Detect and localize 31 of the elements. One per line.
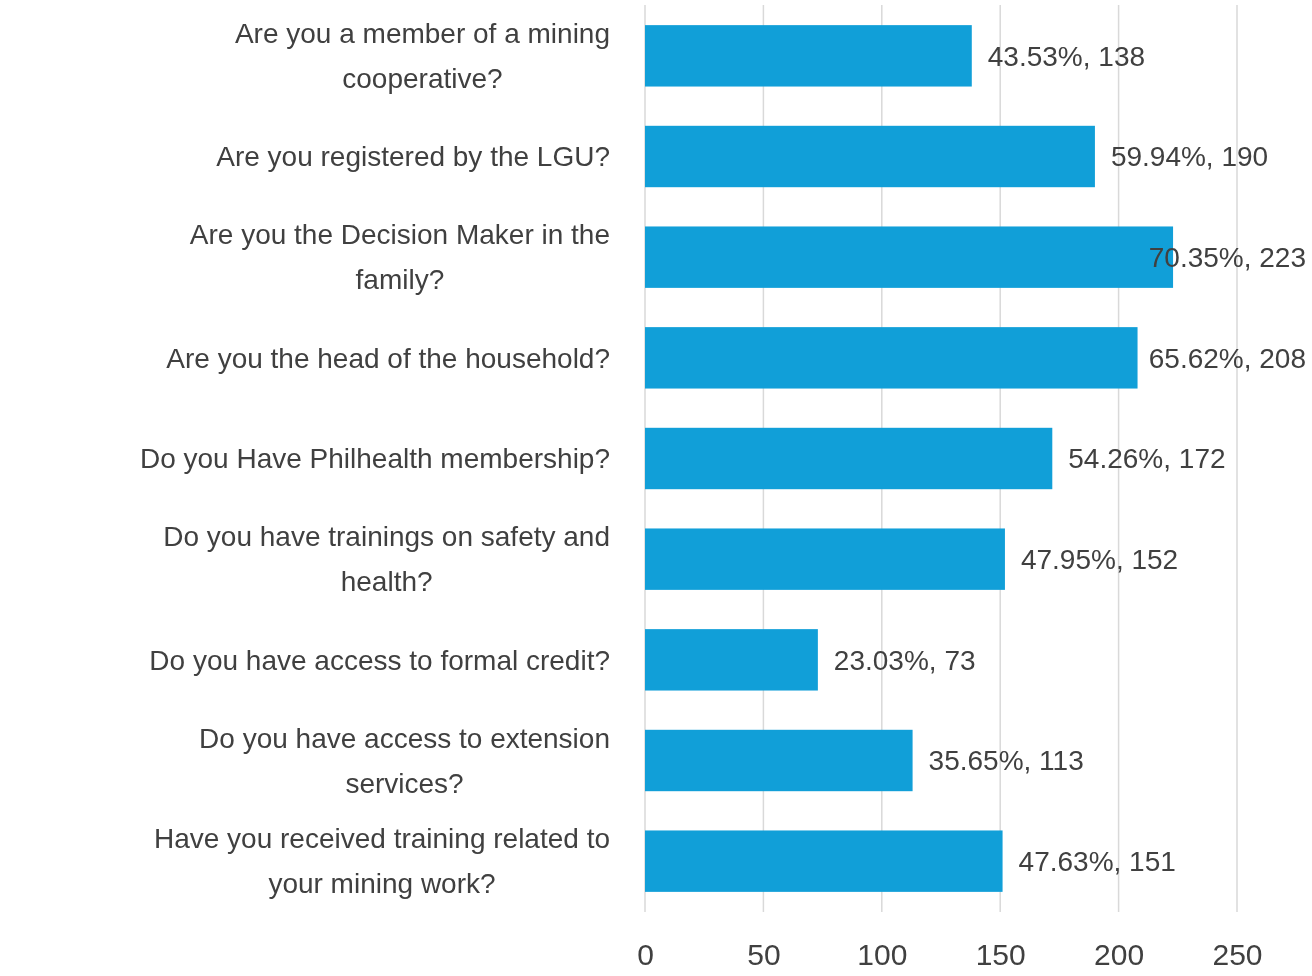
- bar: [645, 729, 913, 792]
- x-tick-label: 50: [747, 938, 781, 972]
- data-label: 35.65%, 113: [928, 745, 1084, 777]
- y-tick-label: Are you the Decision Maker in the family?: [189, 219, 610, 296]
- data-label: 23.03%, 73: [833, 644, 976, 676]
- x-tick-label: 200: [1094, 938, 1145, 972]
- bar: [645, 125, 1095, 188]
- x-tick-label: 0: [637, 938, 654, 972]
- data-label: 43.53%, 138: [987, 40, 1146, 72]
- y-tick-label: Do you have trainings on safety and health?: [163, 521, 610, 598]
- data-label: 65.62%, 208: [1148, 342, 1306, 374]
- data-label: 47.63%, 151: [1018, 845, 1176, 877]
- y-tick-label: Are you registered by the LGU?: [216, 141, 610, 173]
- y-tick-label: Are you a member of a mining cooperative?: [234, 18, 610, 95]
- bar: [645, 528, 1005, 590]
- data-label: 47.95%, 152: [1020, 543, 1179, 575]
- x-tick-label: 250: [1212, 938, 1263, 972]
- bar: [645, 25, 972, 87]
- bar: [645, 327, 1138, 389]
- y-tick-label: Do you have access to formal credit?: [149, 644, 610, 676]
- y-tick-label: Do you have access to extension services?: [199, 722, 610, 799]
- bar: [645, 629, 818, 691]
- data-label: 54.26%, 172: [1068, 443, 1226, 475]
- y-tick-label: Have you received training related to your mining work?: [153, 823, 610, 900]
- y-tick-label: Do you Have Philhealth membership?: [139, 443, 610, 475]
- y-tick-label: Are you the head of the household?: [166, 342, 610, 374]
- x-tick-label: 100: [857, 938, 908, 972]
- bar: [645, 830, 1003, 892]
- x-tick-label: 150: [975, 938, 1026, 972]
- data-label: 59.94%, 190: [1110, 141, 1269, 173]
- bar: [645, 427, 1053, 490]
